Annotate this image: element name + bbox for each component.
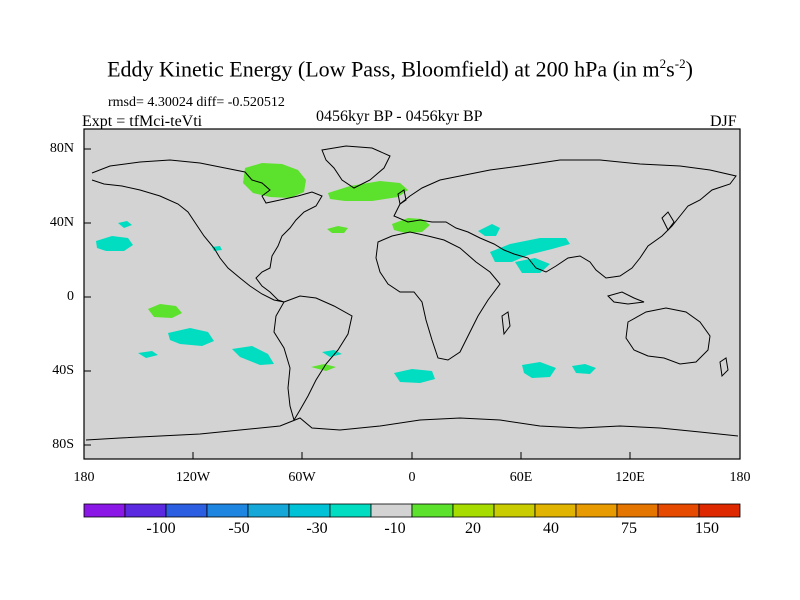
colorbar-swatch [452,503,495,518]
colorbar-label: -10 [384,520,406,537]
region-middle-east [478,224,500,236]
title-superscript-1: 2 [659,56,667,71]
title-unit-s: s [666,56,675,82]
colorbar-swatch [206,503,249,518]
colorbar-swatch [288,503,331,518]
lat-label-80s: 80S [52,437,74,452]
region-india-east [515,258,550,273]
coast-europe-asia [393,159,737,279]
coast-indonesia [607,291,645,305]
lat-label-80n: 80N [49,141,74,156]
season-label: DJF [710,113,737,130]
region-north-pacific-small [118,221,132,228]
colorbar-swatch [493,503,536,518]
region-arabia-india [490,238,570,262]
coast-britain [397,189,407,205]
colorbar-swatch [575,503,618,518]
coastlines [85,145,739,441]
colorbar-swatch [247,503,290,518]
title-text: Eddy Kinetic Energy (Low Pass, Bloomfiel… [107,56,660,82]
region-north-atlantic [328,181,408,201]
colorbar-swatch [698,503,741,518]
coast-madagascar [501,311,511,336]
colorbar-swatch [534,503,577,518]
region-mediterranean [392,218,430,233]
lat-label-0: 0 [67,289,74,304]
lon-label-180w: 180 [73,470,95,485]
map-background [84,129,740,459]
title-close: ) [685,56,693,82]
tick-marks [83,148,741,459]
anomaly-regions [96,163,596,383]
lat-label-40n: 40N [49,215,74,230]
region-south-indian-1 [522,362,556,378]
lon-label-60w: 60W [288,470,316,485]
colorbar-label: 20 [465,520,481,537]
colorbar-swatch [657,503,700,518]
lon-label-120e: 120E [615,470,645,485]
coast-greenland [321,145,391,189]
coast-japan [661,211,675,231]
stats-label: rmsd= 4.30024 diff= -0.520512 [108,95,285,110]
region-south-pacific-2 [232,346,274,365]
lon-label-120w: 120W [175,470,211,485]
coast-new-zealand [719,357,729,378]
colorbar-label: -30 [306,520,328,537]
lon-label-60e: 60E [509,470,533,485]
region-hudson-bay [243,163,306,198]
region-north-pacific [96,236,133,251]
colorbar-label: -50 [228,520,250,537]
colorbar-swatch [616,503,659,518]
colorbar-swatch [329,503,372,518]
region-south-indian-2 [572,364,596,374]
colorbar-swatch [83,503,126,518]
colorbar-swatch [165,503,208,518]
experiment-label: Expt = tfMci-teVti [82,113,203,130]
plot-title: Eddy Kinetic Energy (Low Pass, Bloomfiel… [0,56,800,82]
lon-label-180e: 180 [729,470,751,485]
region-north-atlantic-small [327,226,348,233]
coast-africa [375,231,501,361]
lat-label-40s: 40S [52,363,74,378]
region-south-atlantic [394,369,435,383]
coast-antarctica [85,417,739,441]
coast-north-america [91,159,323,303]
colorbar-label: 40 [543,520,559,537]
colorbar-label: -100 [146,520,176,537]
colorbar-swatch [124,503,167,518]
title-superscript-2: -2 [674,56,686,71]
colorbar-swatch [370,503,413,518]
coast-south-america [273,295,353,422]
region-east-pacific-green [148,304,182,318]
colorbar [83,503,741,518]
colorbar-label: 150 [695,520,719,537]
period-label: 0456kyr BP - 0456kyr BP [316,108,483,125]
colorbar-label: 75 [621,520,637,537]
lon-label-0: 0 [408,470,416,485]
region-south-pacific-3 [138,351,158,358]
coast-australia [625,307,711,365]
colorbar-swatch [411,503,454,518]
region-south-pacific-1 [168,328,214,346]
